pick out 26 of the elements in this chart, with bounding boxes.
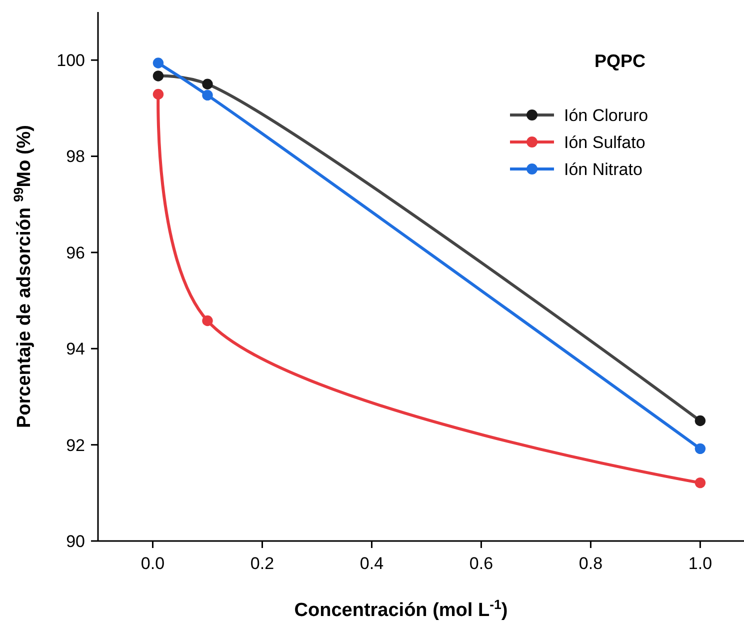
point — [152, 58, 164, 68]
x-tick-label: 0.6 — [469, 554, 494, 573]
x-tick-label: 0.4 — [360, 554, 384, 573]
x-axis-title: Concentración (mol L$^{-1}$) — [294, 596, 508, 621]
x-tick-label: 0.8 — [578, 554, 603, 573]
legend-label: Ión Cloruro — [564, 106, 648, 125]
y-tick-label: 94 — [66, 340, 85, 359]
point — [694, 477, 706, 488]
x-tick-label: 1.0 — [688, 554, 712, 573]
legend-title: PQPC — [594, 51, 646, 71]
point — [152, 70, 164, 82]
x-tick-label: 0.0 — [140, 554, 165, 573]
legend-label: Ión Sulfato — [564, 132, 646, 152]
point — [694, 443, 706, 454]
y-tick-label: 90 — [66, 532, 85, 551]
point — [202, 90, 213, 101]
point — [694, 415, 706, 426]
x-tick-label: 0.2 — [250, 554, 274, 573]
y-tick-label: 98 — [66, 147, 85, 166]
y-tick-label: 100 — [56, 51, 85, 70]
legend-label: Ión Nitrato — [564, 160, 642, 179]
point — [202, 315, 213, 326]
point — [152, 88, 164, 100]
point — [202, 78, 213, 90]
y-tick-label: 92 — [66, 436, 85, 455]
y-tick-label: 96 — [66, 243, 85, 262]
